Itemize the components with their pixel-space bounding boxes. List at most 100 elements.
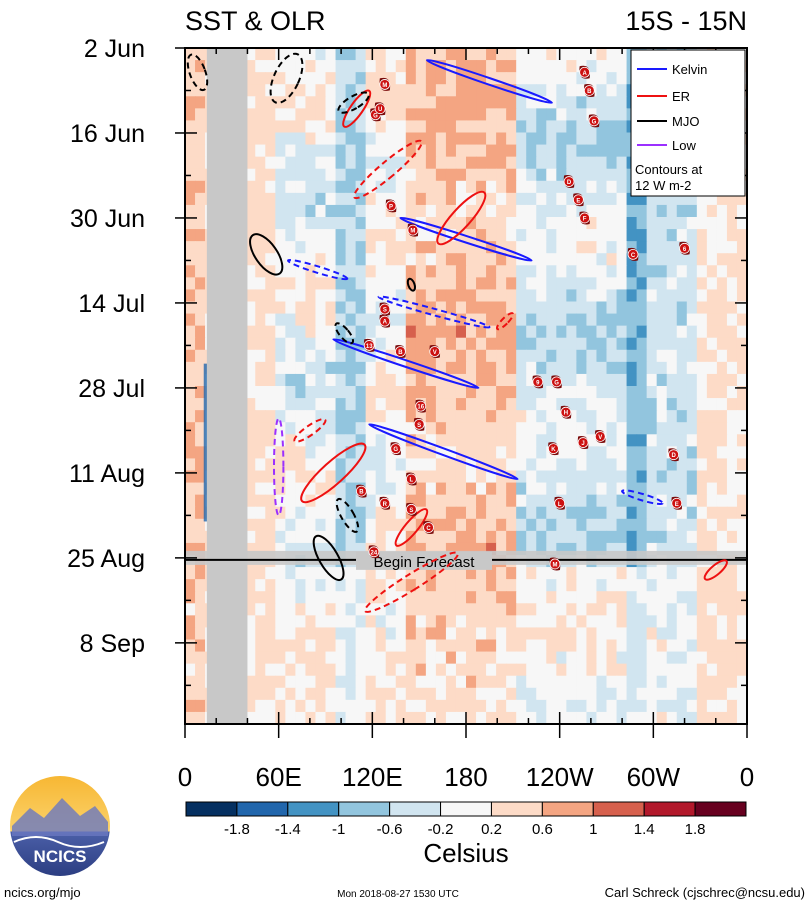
heatmap-cell (686, 542, 698, 556)
heatmap-cell (716, 567, 728, 580)
heatmap-cell (616, 204, 628, 218)
heatmap-cell (385, 699, 397, 713)
heatmap-cell (696, 289, 708, 303)
heatmap-cell (656, 410, 668, 423)
heatmap-cell (285, 156, 296, 170)
heatmap-cell (586, 615, 598, 629)
heatmap-cell (546, 349, 557, 363)
heatmap-cell (486, 289, 497, 303)
heatmap-cell (375, 180, 387, 194)
heatmap-cell (696, 579, 708, 592)
heatmap-cell (255, 265, 266, 278)
heatmap-cell (736, 410, 747, 423)
heatmap-cell (516, 615, 527, 629)
heatmap-cell (486, 687, 497, 701)
heatmap-cell (335, 192, 347, 206)
heatmap-cell (415, 373, 427, 387)
heatmap-cell (706, 373, 718, 387)
heatmap-cell (616, 386, 628, 399)
heatmap-cell (425, 639, 437, 653)
heatmap-cell (425, 627, 437, 641)
heatmap-cell (486, 265, 497, 278)
heatmap-cell (295, 84, 307, 97)
heatmap-cell (556, 615, 567, 629)
heatmap-cell (415, 253, 427, 266)
colorbar-tick-label: 1 (589, 821, 597, 838)
heatmap-cell (646, 229, 658, 242)
heatmap-cell (596, 446, 608, 460)
storm-core (549, 558, 561, 570)
heatmap-cell (445, 711, 457, 724)
heatmap-cell (345, 301, 357, 315)
heatmap-cell (546, 579, 557, 592)
heatmap-cell (526, 422, 537, 435)
heatmap-cell (626, 349, 638, 363)
heatmap-cell (526, 542, 537, 556)
heatmap-cell (496, 289, 507, 303)
heatmap-cell (546, 325, 557, 339)
heatmap-cell (556, 277, 567, 291)
heatmap-cell (425, 542, 437, 556)
heatmap-cell (455, 651, 467, 665)
heatmap-cell (365, 579, 377, 592)
heatmap-cell (285, 530, 296, 544)
heatmap-cell (596, 470, 608, 484)
y-tick-label: 28 Jul (78, 375, 145, 403)
heatmap-cell (315, 470, 327, 484)
heatmap-cell (686, 422, 698, 435)
heatmap-cell (636, 663, 648, 677)
heatmap-cell (666, 289, 678, 303)
heatmap-cell (566, 687, 577, 701)
storm-label: M (552, 562, 557, 568)
heatmap-cell (315, 482, 327, 496)
heatmap-cell (375, 651, 387, 665)
heatmap-cell (295, 253, 307, 266)
heatmap-cell (425, 241, 437, 254)
heatmap-cell (335, 482, 347, 496)
heatmap-cell (566, 470, 577, 484)
heatmap-cell (435, 530, 447, 544)
heatmap-cell (636, 241, 648, 254)
heatmap-cell (466, 289, 477, 303)
heatmap-cell (586, 603, 598, 616)
heatmap-cell (556, 530, 567, 544)
heatmap-cell (476, 615, 487, 629)
heatmap-cell (536, 144, 547, 158)
heatmap-cell (576, 108, 588, 122)
heatmap-cell (385, 615, 397, 629)
heatmap-cell (696, 482, 708, 496)
heatmap-cell (345, 325, 357, 339)
heatmap-cell (656, 603, 668, 616)
heatmap-cell (425, 289, 437, 303)
heatmap-cell (435, 132, 447, 146)
heatmap-cell (676, 289, 688, 303)
heatmap-cell (425, 494, 437, 508)
heatmap-cell (726, 579, 738, 592)
heatmap-cell (736, 687, 747, 701)
heatmap-cell (185, 96, 196, 109)
heatmap-cell (385, 48, 397, 61)
heatmap-cell (566, 204, 577, 218)
heatmap-cell (696, 506, 708, 520)
heatmap-cell (586, 253, 598, 266)
heatmap-cell (415, 72, 427, 85)
heatmap-cell (596, 277, 608, 291)
heatmap-cell (265, 361, 276, 375)
heatmap-cell (546, 687, 557, 701)
heatmap-cell (616, 651, 628, 665)
heatmap-cell (295, 108, 307, 122)
heatmap-cell (365, 675, 377, 689)
heatmap-cell (195, 506, 206, 520)
heatmap-cell (716, 687, 728, 701)
heatmap-cell (185, 217, 196, 230)
heatmap-cell (405, 663, 417, 677)
heatmap-cell (706, 277, 718, 291)
heatmap-cell (245, 204, 256, 218)
heatmap-cell (445, 277, 457, 291)
heatmap-cell (686, 229, 698, 242)
heatmap-cell (425, 663, 437, 677)
heatmap-cell (626, 627, 638, 641)
heatmap-cell (616, 373, 628, 387)
heatmap-cell (405, 60, 417, 73)
heatmap-cell (195, 180, 206, 194)
